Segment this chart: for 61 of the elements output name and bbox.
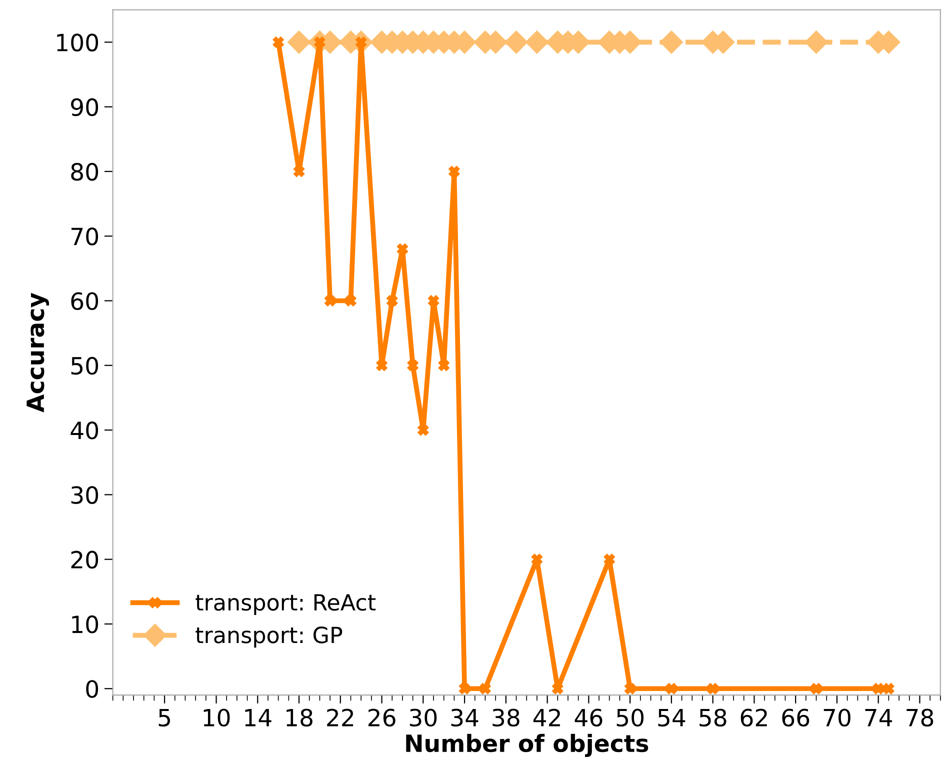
- point: [438, 360, 450, 371]
- x-tick-label: 70: [824, 708, 850, 727]
- x-tick-label: 54: [658, 709, 686, 727]
- x-tick-label: 66: [782, 708, 810, 727]
- x-tick-label: 34: [451, 708, 478, 727]
- point: [345, 295, 356, 306]
- x-axis-title: Number of objects: [406, 734, 648, 757]
- point: [552, 683, 564, 694]
- x-tick-label: 62: [740, 708, 767, 727]
- point: [448, 166, 460, 178]
- x-tick-label: 74: [865, 709, 892, 726]
- x-tick-label: 10: [204, 708, 230, 727]
- point: [525, 30, 548, 54]
- x-tick-label: 22: [327, 708, 354, 726]
- x-tick-label: 14: [245, 709, 272, 726]
- point: [428, 295, 440, 306]
- y-tick-label: 30: [71, 486, 98, 504]
- x-tick-label: 58: [700, 708, 726, 727]
- y-tick-label: 50: [71, 356, 98, 375]
- point: [272, 36, 284, 48]
- y-tick-label: 80: [71, 162, 98, 181]
- point: [810, 683, 822, 694]
- point: [883, 683, 894, 694]
- point: [804, 30, 828, 54]
- x-tick-label: 50: [616, 708, 644, 727]
- point: [458, 683, 470, 694]
- x-tick-label: 5: [158, 709, 170, 727]
- y-tick-label: 0: [86, 680, 98, 698]
- point: [396, 243, 408, 255]
- y-tick-label: 100: [57, 34, 98, 52]
- x-tick-label: 78: [906, 708, 934, 727]
- y-tick-label: 20: [71, 550, 98, 569]
- y-tick-label: 60: [71, 292, 98, 310]
- point: [707, 683, 718, 694]
- point: [407, 360, 418, 371]
- point: [531, 554, 543, 565]
- point: [480, 683, 491, 694]
- point: [604, 554, 615, 565]
- x-tick-label: 46: [574, 708, 602, 727]
- point: [386, 295, 398, 306]
- point: [666, 683, 677, 694]
- legend-label: transport: GP: [196, 626, 342, 648]
- point: [293, 166, 305, 178]
- x-tick-label: 42: [533, 708, 560, 726]
- point: [660, 30, 683, 54]
- x-tick-label: 30: [410, 708, 437, 727]
- x-tick-label: 38: [492, 708, 520, 727]
- y-tick-label: 70: [72, 228, 98, 246]
- point: [872, 683, 884, 694]
- legend-label: transport: ReAct: [196, 594, 376, 616]
- x-tick-label: 26: [368, 708, 396, 727]
- point: [418, 424, 429, 436]
- point: [624, 683, 636, 694]
- y-tick-label: 10: [72, 615, 98, 634]
- x-tick-label: 18: [286, 708, 312, 727]
- y-axis-title: Accuracy: [26, 292, 49, 412]
- y-tick-label: 90: [71, 98, 98, 116]
- y-tick-label: 40: [70, 421, 98, 440]
- point: [324, 295, 336, 306]
- point: [504, 30, 528, 54]
- point: [376, 360, 388, 371]
